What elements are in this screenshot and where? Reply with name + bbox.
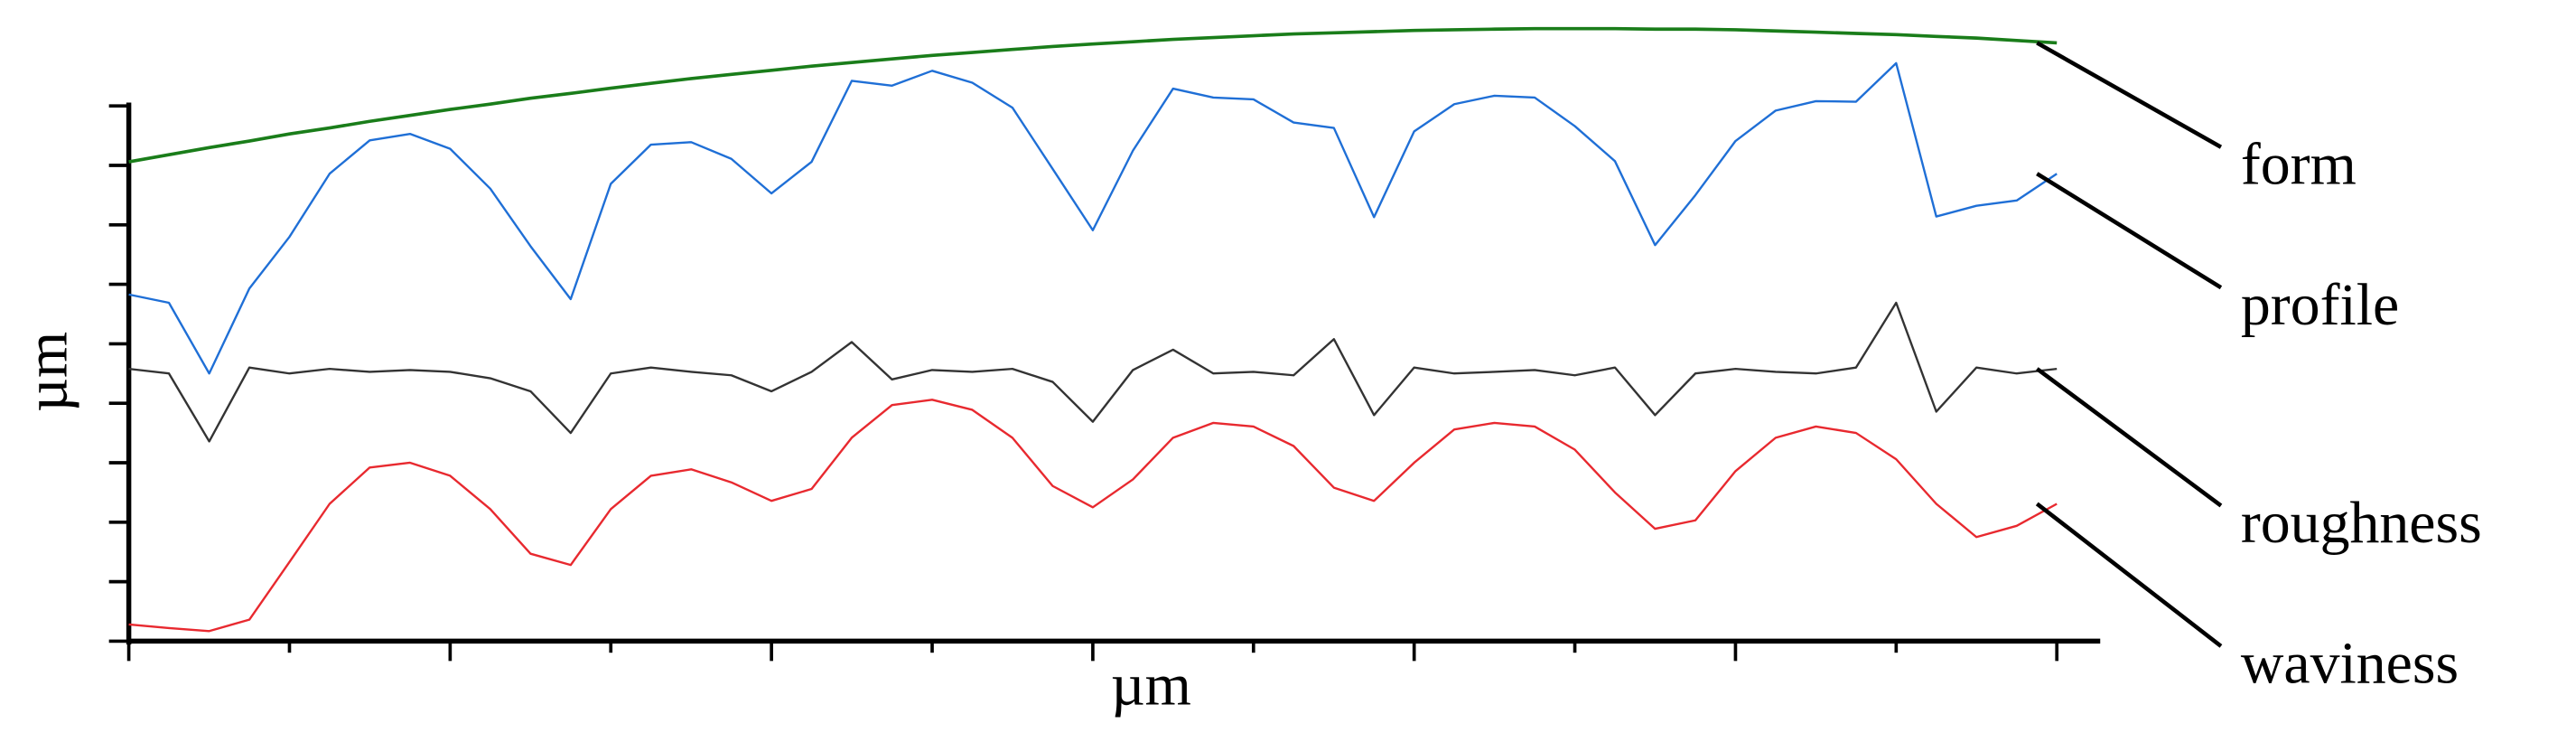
series-line [128,399,2058,633]
leader-line [2036,41,2223,149]
series-line [128,61,2058,375]
leader-line [2035,367,2223,508]
series-label: form [2241,131,2357,197]
series-label: roughness [2241,490,2482,556]
y-axis-label: µm [14,332,80,412]
leader-line [2035,502,2223,648]
series-label: waviness [2241,631,2459,697]
series-label: profile [2241,272,2399,338]
leader-line [2036,172,2223,290]
x-axis-label: µm [1111,652,1191,718]
series-line [128,301,2058,443]
series-line [128,26,2058,164]
